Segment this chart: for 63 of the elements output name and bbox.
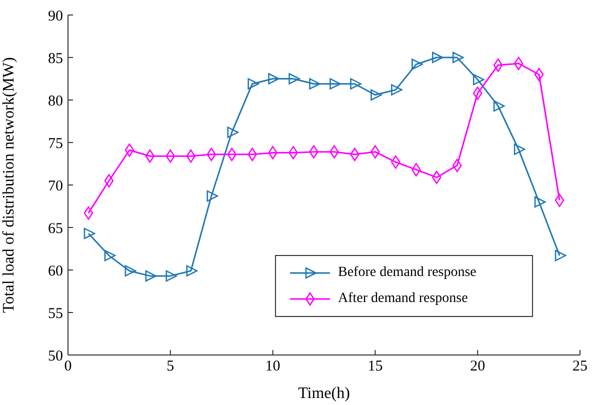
point [124,265,136,276]
y-tick-label: 80 [48,93,63,110]
legend-label: Before demand response [338,265,476,281]
point [493,100,505,112]
y-tick-label: 70 [48,178,63,194]
point [452,158,462,172]
point [104,250,116,262]
point [350,78,362,90]
point [84,206,94,220]
point [227,126,238,138]
point [104,174,114,188]
point [534,196,546,208]
x-tick-label: 5 [166,358,174,375]
x-tick-label: 25 [572,358,588,375]
y-tick-label: 55 [48,306,63,322]
x-tick-label: 20 [470,358,486,375]
point [186,149,196,163]
y-tick-label: 60 [48,263,63,280]
point [554,194,564,207]
point [534,68,544,82]
x-axis-title: Time(h) [298,385,350,402]
point [84,228,96,240]
point [514,144,526,155]
point [432,52,444,64]
point [412,163,421,176]
point [268,73,280,84]
legend-label: After demand response [338,291,468,307]
point [493,58,503,72]
point [268,146,278,160]
point [554,250,566,262]
y-tick-label: 90 [48,8,63,24]
point [288,73,300,84]
point [166,149,176,163]
point [288,146,298,160]
y-tick-label: 85 [48,50,63,67]
point [166,270,178,282]
x-tick-label: 10 [265,358,280,375]
point [370,89,382,101]
point [206,148,216,162]
point [206,190,218,202]
point [472,86,482,100]
y-tick-label: 50 [48,348,63,364]
point [432,170,442,184]
point [145,270,157,282]
point [309,78,320,90]
point [514,56,524,70]
y-tick-label: 75 [48,136,63,152]
point [472,74,484,86]
point [330,145,339,158]
point [124,144,134,157]
point [186,265,198,276]
x-tick-label: 0 [64,358,72,375]
point [391,84,402,96]
y-axis-title: Total load of distribution network(MW) [0,57,18,313]
point [145,149,155,163]
y-tick-label: 65 [48,220,63,237]
point [330,78,341,90]
point [370,145,380,158]
point [309,145,318,158]
x-tick-label: 15 [368,358,383,375]
point [412,58,423,70]
point [248,78,259,90]
point [452,52,464,64]
